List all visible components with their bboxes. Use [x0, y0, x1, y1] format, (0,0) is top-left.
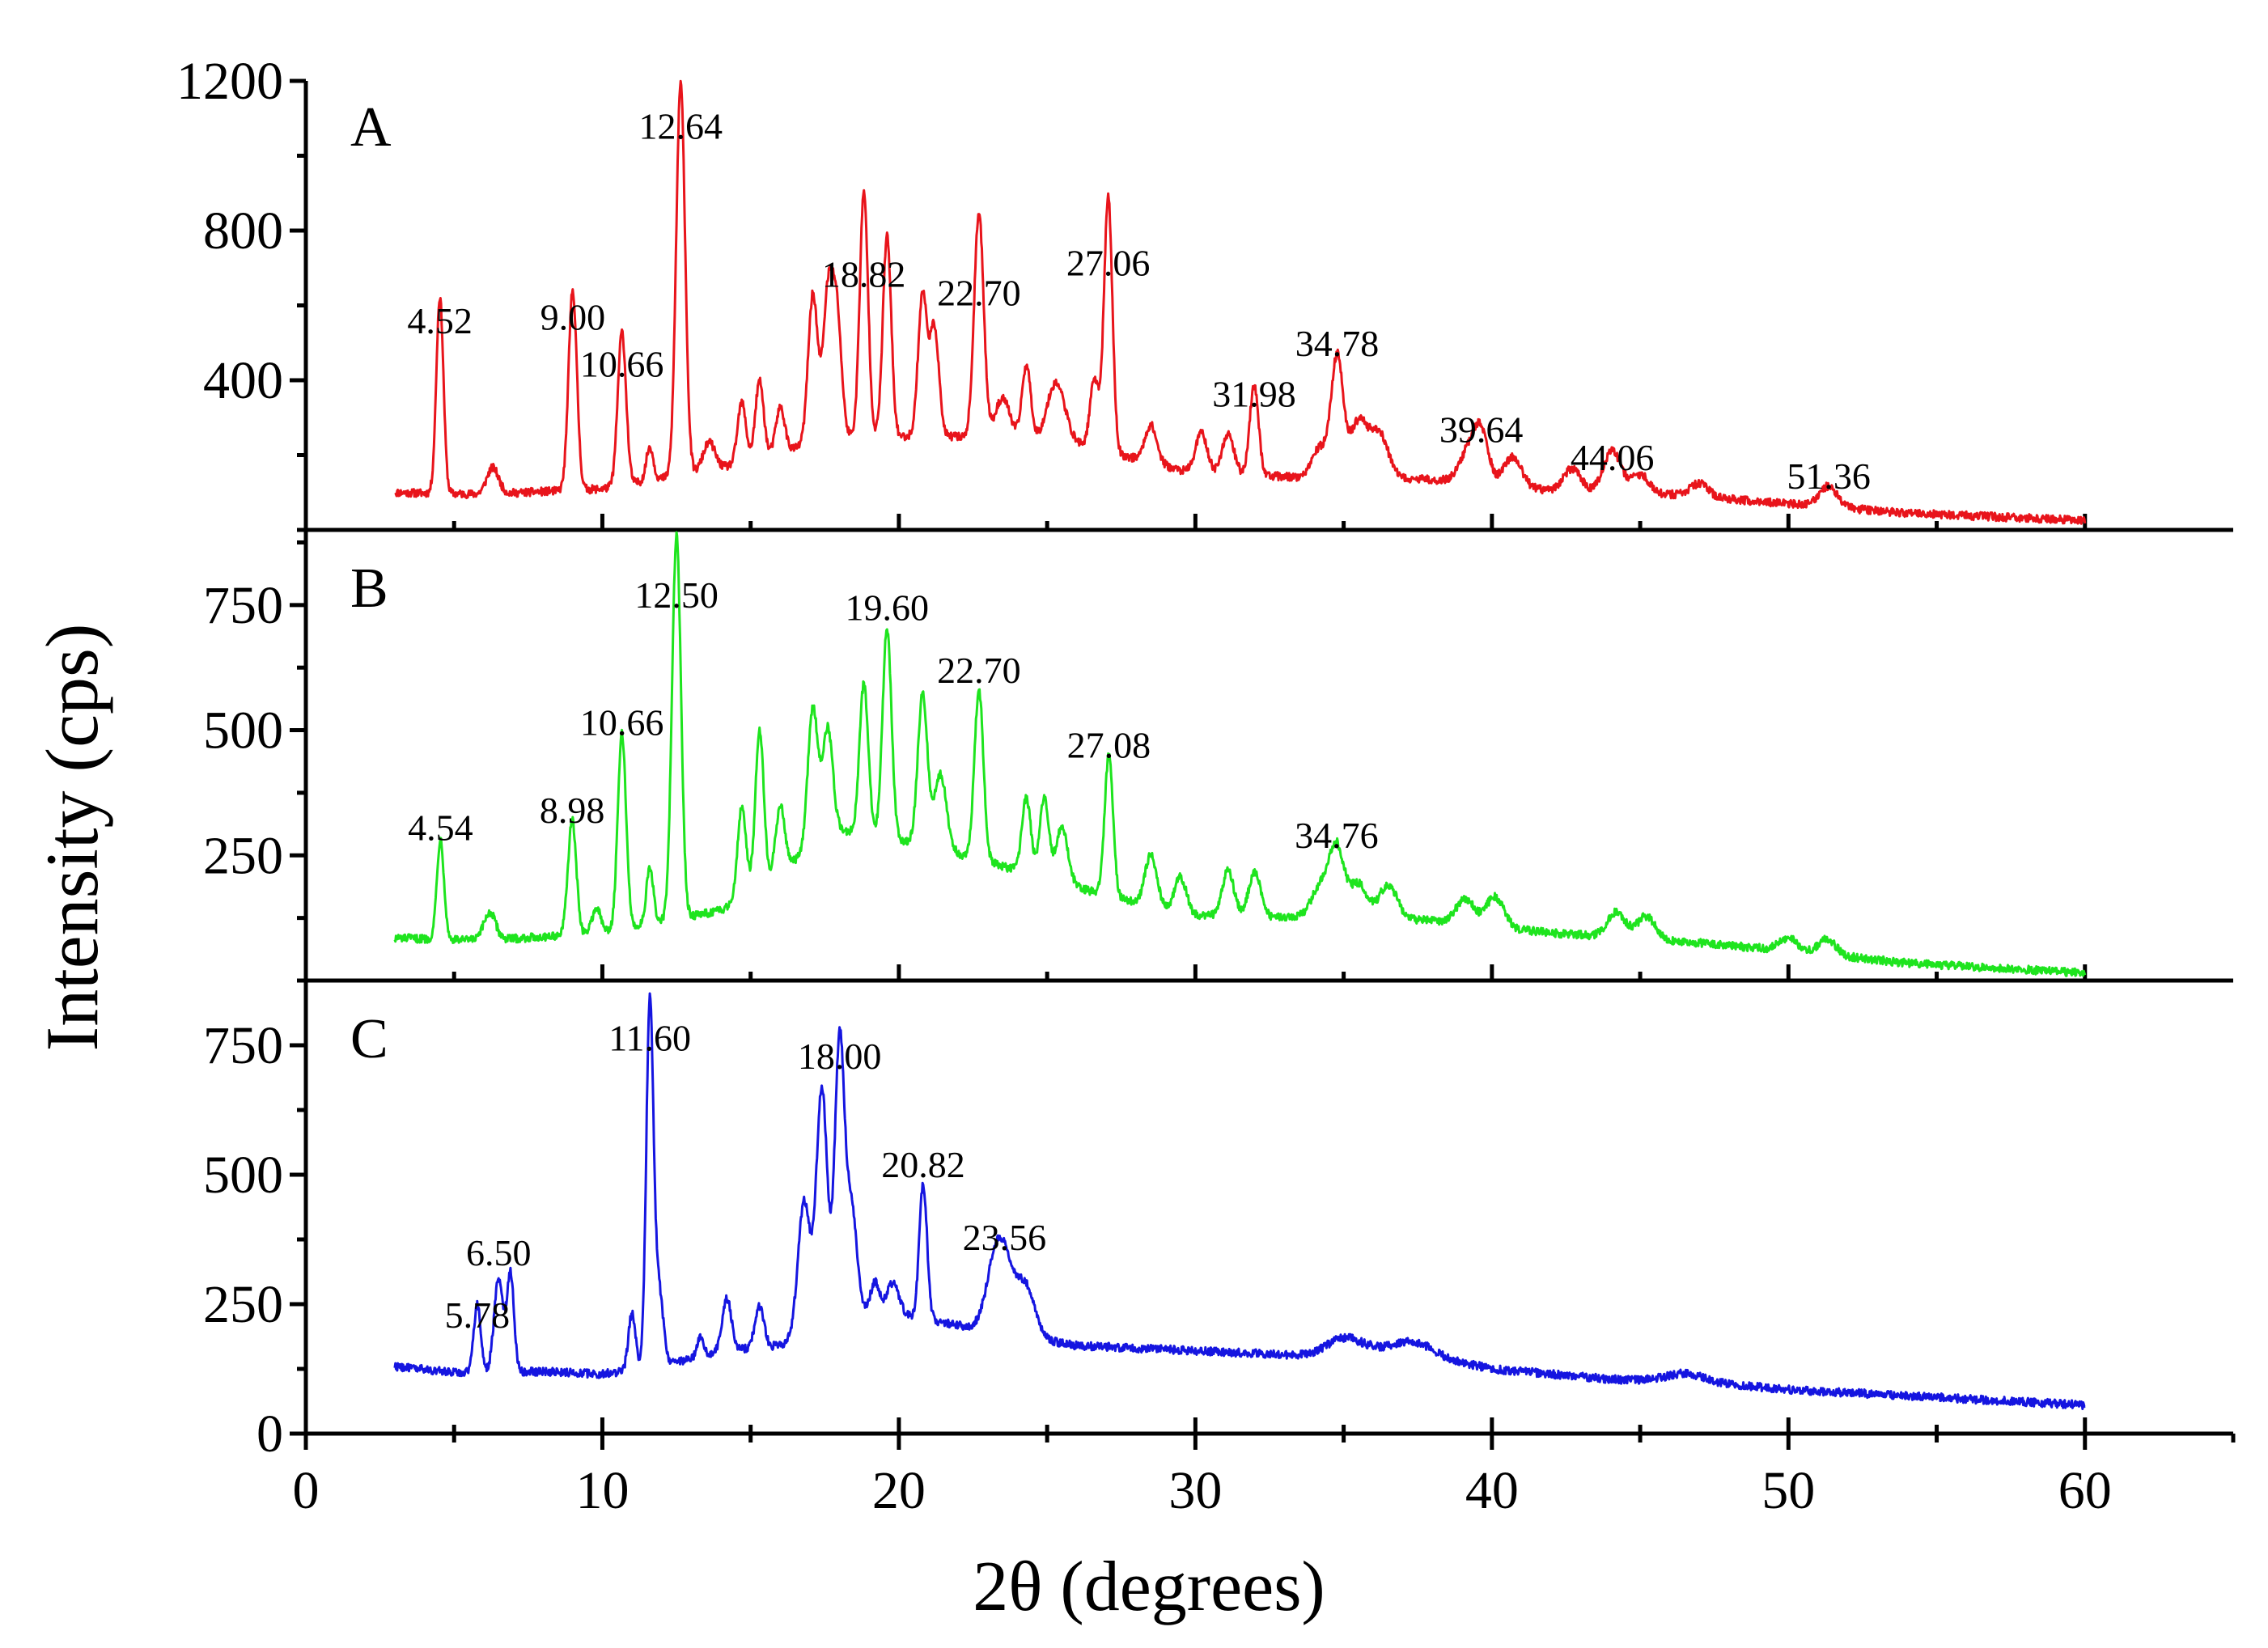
x-axis-title: 2θ (degrees): [973, 1548, 1325, 1626]
y-tick-label: 400: [203, 351, 283, 410]
x-tick-label: 0: [293, 1461, 320, 1520]
y-tick-label: 750: [203, 1016, 283, 1075]
panel-a: 400 800 1200 A 4.52 9.00 10.66 12.64 18.82 22.70 2…: [176, 52, 2233, 532]
panel-letter: A: [350, 96, 392, 159]
peak-label: 27.08: [1067, 725, 1151, 766]
x-axis: 0 10 20 30 40 50 60: [293, 1434, 2236, 1520]
peak-label: 9.00: [541, 297, 606, 338]
x-tick-label: 40: [1465, 1461, 1519, 1520]
peak-label: 8.98: [540, 790, 605, 831]
series-line: [394, 79, 2087, 525]
peak-label: 34.76: [1295, 815, 1379, 856]
y-tick-label: 0: [256, 1404, 283, 1464]
peak-label: 19.60: [846, 587, 930, 628]
y-tick-label: 250: [203, 1275, 283, 1334]
peak-label: 51.36: [1787, 455, 1871, 497]
peak-label: 34.78: [1295, 323, 1380, 364]
x-tick-label: 50: [1761, 1461, 1815, 1520]
peak-label: 20.82: [881, 1144, 965, 1185]
peak-label: 4.52: [407, 300, 473, 341]
peak-label: 11.60: [608, 1017, 691, 1058]
peak-label: 31.98: [1212, 373, 1296, 414]
peak-label: 10.66: [580, 702, 664, 744]
peak-label: 44.06: [1571, 437, 1655, 478]
x-tick-label: 30: [1168, 1461, 1222, 1520]
y-tick-label: 750: [203, 576, 283, 635]
peak-label: 18.00: [798, 1036, 882, 1077]
y-axis-title: Intensity (cps): [31, 624, 113, 1052]
y-tick-label: 800: [203, 201, 283, 261]
peak-label: 10.66: [580, 343, 664, 384]
y-tick-label: 500: [203, 701, 283, 760]
peak-label: 18.82: [822, 253, 906, 294]
x-tick-label: 60: [2058, 1461, 2112, 1520]
panel-letter: C: [350, 1008, 388, 1070]
series-line: [393, 531, 2087, 977]
y-tick-label: 250: [203, 826, 283, 885]
peak-label: 22.70: [937, 273, 1021, 314]
y-tick-label: 1200: [176, 52, 283, 111]
x-tick-label: 20: [872, 1461, 926, 1520]
x-tick-label: 10: [575, 1461, 629, 1520]
peak-label: 12.64: [638, 106, 723, 147]
peak-label: 6.50: [466, 1232, 532, 1273]
peak-label: 4.54: [408, 807, 473, 849]
peak-label: 22.70: [937, 650, 1021, 691]
peak-label: 27.06: [1066, 243, 1151, 284]
peak-label: 12.50: [634, 574, 719, 616]
panel-letter: B: [350, 557, 388, 620]
series-line: [393, 992, 2086, 1410]
y-tick-label: 500: [203, 1146, 283, 1205]
peak-label: 5.78: [445, 1294, 511, 1336]
peak-label: 23.56: [963, 1217, 1047, 1258]
peak-label: 39.64: [1439, 409, 1524, 450]
panel-c: 0 250 500 750 C 5.78 6.50 11.60 18.00 20.82 23.56: [203, 978, 2233, 1464]
